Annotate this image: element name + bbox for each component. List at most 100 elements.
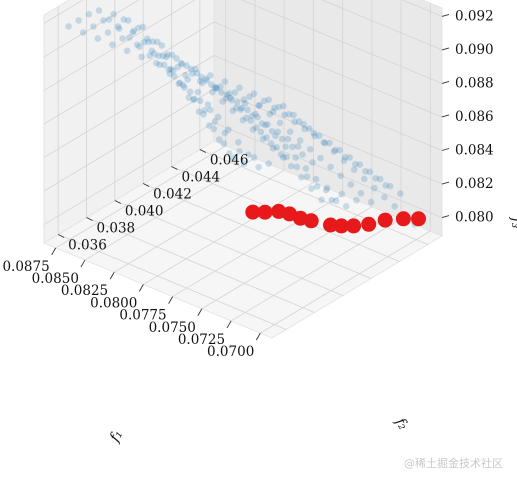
surface-point [227, 94, 234, 102]
surface-point [158, 42, 166, 49]
surface-point [317, 154, 324, 162]
grid-line-f1 [172, 194, 343, 297]
surface-point [367, 198, 375, 206]
surface-point [356, 161, 364, 168]
f1-tick-mark [255, 332, 261, 341]
surface-point [213, 84, 221, 92]
surface-point [115, 25, 123, 32]
f1-tick-label: 0.0825 [61, 283, 108, 299]
surface-point [235, 138, 242, 146]
f1-tick-mark [109, 272, 115, 280]
grid-line-f1 [55, 145, 226, 249]
surface-point [346, 154, 354, 161]
highlight-point [257, 204, 273, 220]
surface-point [280, 154, 287, 161]
f2-tick-label: 0.038 [97, 221, 136, 237]
highlight-point [411, 211, 426, 227]
highlight-point [361, 216, 377, 232]
surface-point [220, 140, 228, 147]
surface-point [386, 183, 394, 190]
surface-point [244, 106, 251, 114]
grid-line-f1 [84, 157, 256, 261]
f3-axis-label: f₃ [508, 217, 517, 229]
surface-point [190, 96, 197, 104]
surface-point [320, 139, 328, 146]
f1-axis-label: f₁ [106, 427, 126, 445]
surface-point [168, 51, 176, 59]
surface-point [236, 84, 243, 91]
f1-tick-label: 0.0750 [149, 320, 196, 336]
f1-tick-label: 0.0700 [207, 344, 254, 360]
surface-point [216, 136, 223, 143]
surface-point [196, 97, 204, 105]
surface-point [203, 77, 211, 84]
grid-line-f3 [240, 0, 443, 84]
surface-point [323, 184, 331, 192]
surface-point [347, 181, 355, 188]
f2-tick-mark [171, 166, 178, 170]
surface-point [267, 140, 275, 147]
surface-point [109, 41, 116, 48]
surface-point [144, 35, 151, 42]
surface-point [287, 162, 295, 170]
highlight-point [395, 211, 411, 227]
back-right-pane [213, 0, 443, 237]
surface-point [303, 173, 311, 180]
surface-point [123, 47, 131, 55]
surface-point [181, 84, 188, 91]
surface-point [357, 190, 365, 197]
surface-point [243, 114, 250, 122]
f3-tick-label: 0.088 [455, 75, 494, 91]
surface-point [183, 62, 190, 69]
surface-point [286, 128, 294, 135]
highlight-point [333, 218, 349, 234]
surface-point [205, 122, 213, 129]
surface-point [208, 81, 215, 88]
surface-point [136, 43, 143, 50]
surface-point [212, 85, 220, 92]
surface-point [194, 88, 202, 96]
surface-point [278, 135, 286, 143]
surface-point [138, 53, 145, 61]
surface-point [382, 182, 390, 189]
surface-point [150, 50, 158, 57]
grid-line-f2 [58, 234, 287, 330]
surface-point [133, 41, 141, 48]
surface-point [177, 59, 185, 67]
surface-point [250, 90, 258, 97]
surface-point [204, 101, 212, 108]
surface-point [226, 90, 233, 97]
surface-point [276, 119, 284, 127]
surface-point [285, 110, 293, 118]
highlight-point [323, 217, 338, 233]
surface-point [256, 102, 264, 109]
surface-point [249, 126, 257, 133]
surface-point [223, 91, 231, 99]
surface-point [171, 72, 178, 80]
surface-point [207, 72, 214, 79]
grid-line-f3 [401, 0, 443, 17]
surface-point [336, 146, 343, 154]
f2-tick-label: 0.040 [125, 204, 164, 220]
surface-point [310, 130, 318, 137]
surface-point [221, 78, 229, 85]
surface-point [318, 196, 325, 204]
surface-point [234, 99, 241, 106]
surface-point [307, 146, 314, 153]
surface-point [341, 153, 349, 161]
surface-point [252, 110, 259, 118]
surface-point [146, 52, 153, 59]
surface-point [120, 16, 127, 23]
f1-tick-label: 0.0850 [32, 271, 79, 287]
surface-point [269, 108, 277, 115]
surface-point [321, 139, 329, 147]
surface-point [259, 135, 267, 143]
surface-point [238, 104, 246, 112]
surface-point [180, 81, 187, 89]
grid-line-f3 [43, 0, 196, 91]
surface-point [174, 63, 181, 71]
surface-point [200, 111, 207, 118]
surface-point [257, 128, 265, 136]
grid-line-f1 [113, 169, 285, 273]
